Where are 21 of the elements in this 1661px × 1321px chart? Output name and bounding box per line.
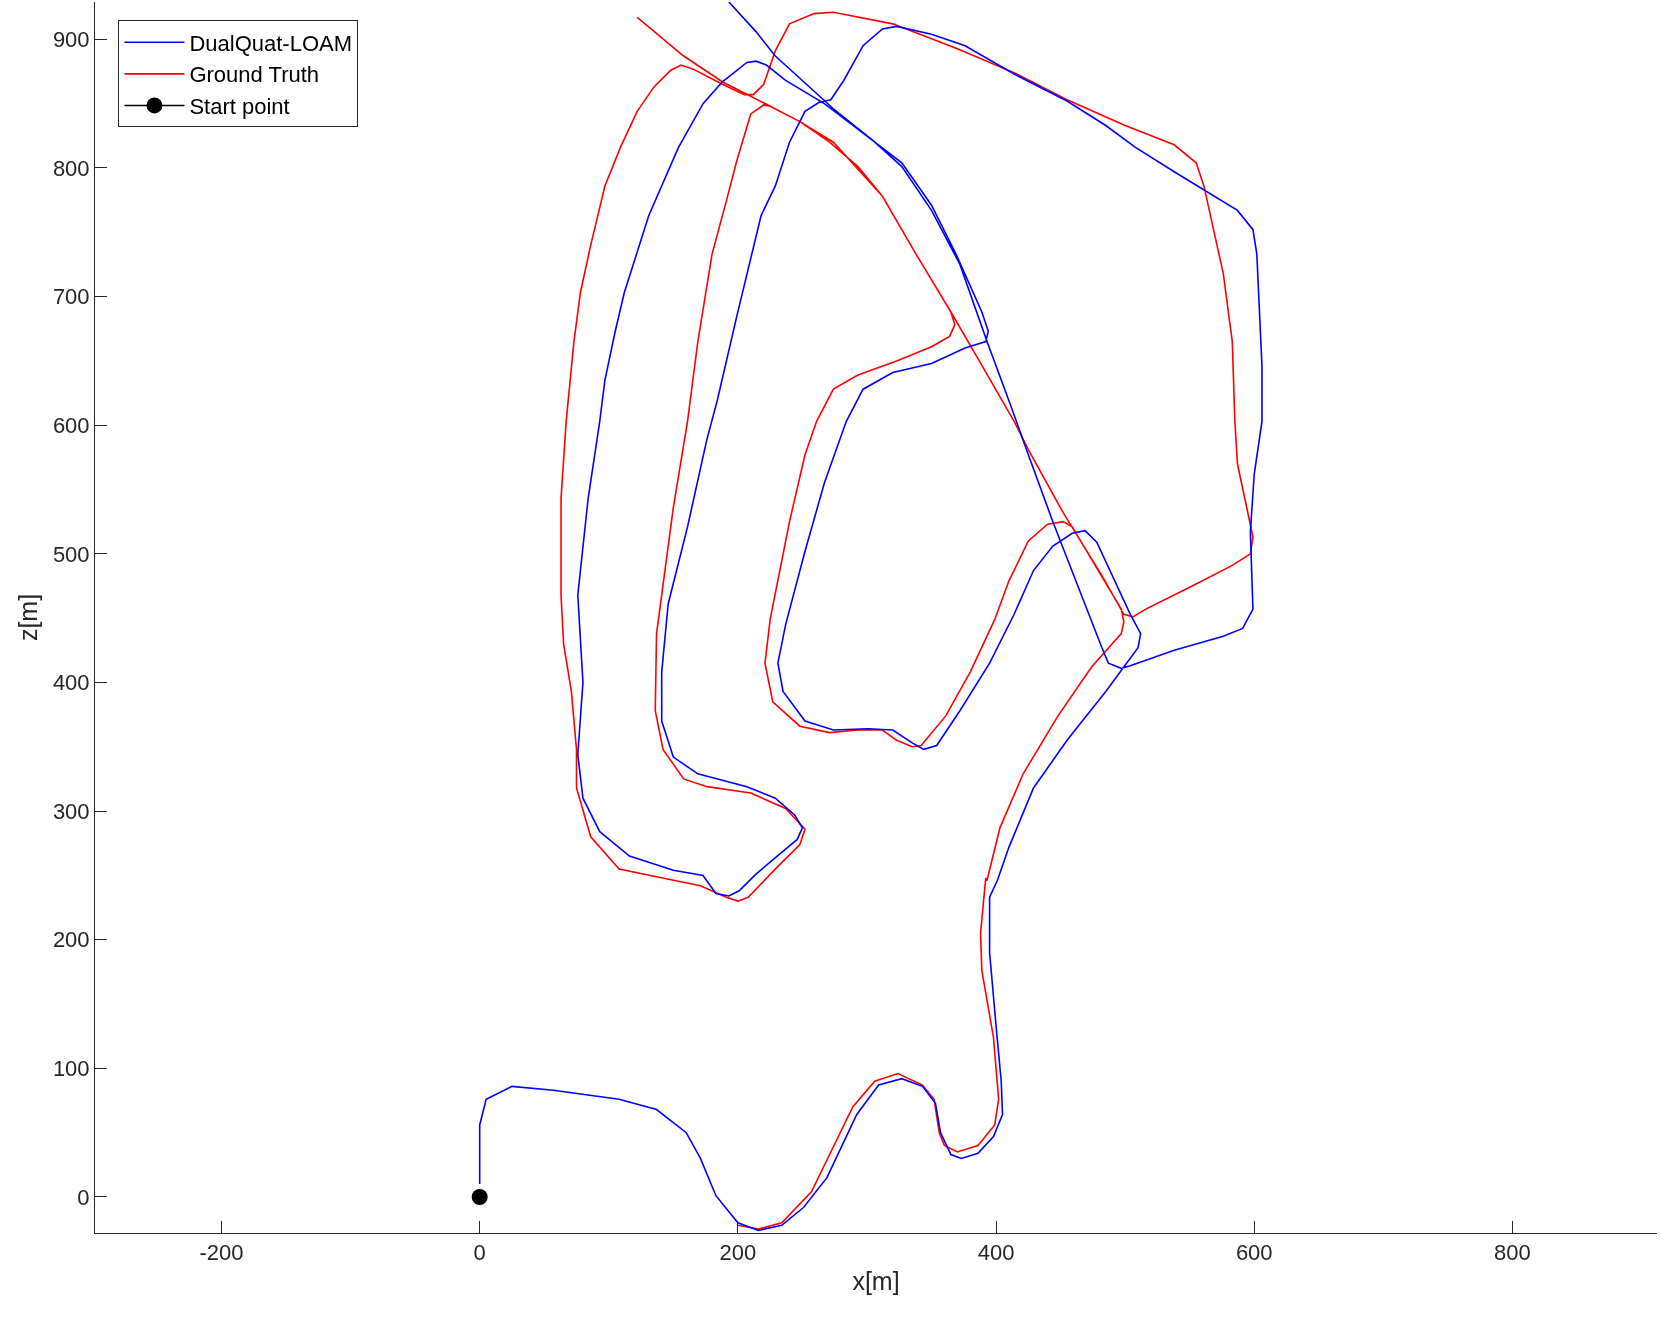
y-tick-label: 300: [52, 798, 90, 824]
legend-label: Start point: [189, 94, 290, 120]
x-tick-label: 800: [1494, 1240, 1531, 1266]
y-tick-label: 400: [52, 670, 90, 696]
x-tick-label: -200: [199, 1240, 244, 1266]
legend-label: Ground Truth: [189, 62, 320, 88]
x-axis-title: x[m]: [852, 1267, 900, 1296]
y-axis-title: z[m]: [13, 593, 42, 642]
y-tick-label: 900: [52, 27, 90, 52]
y-tick-label: 100: [52, 1056, 90, 1082]
y-tick-label: 0: [77, 1184, 90, 1210]
x-tick-label: 200: [719, 1240, 757, 1266]
y-tick-label: 800: [52, 155, 90, 181]
x-tick-label: 0: [473, 1240, 486, 1266]
y-tick-label: 200: [52, 927, 90, 953]
y-tick-label: 600: [52, 412, 90, 438]
y-tick-label: 700: [52, 284, 90, 310]
legend-label: DualQuat-LOAM: [189, 30, 353, 56]
x-tick-label: 600: [1235, 1240, 1273, 1266]
x-tick-label: 400: [977, 1240, 1015, 1266]
y-tick-label: 500: [52, 541, 90, 567]
